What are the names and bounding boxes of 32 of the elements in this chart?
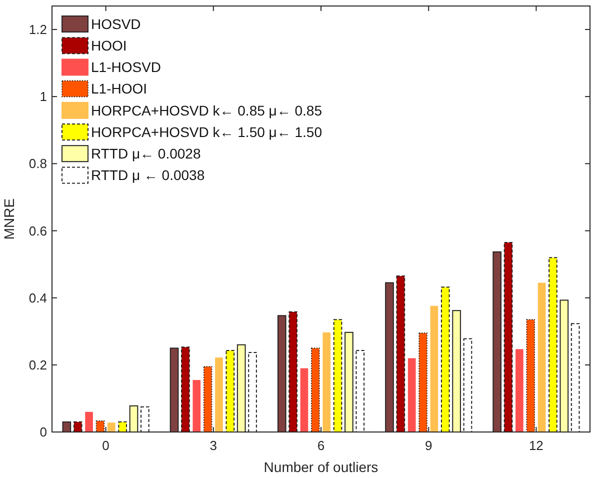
- bar: [408, 358, 416, 432]
- y-tick-label: 0.6: [28, 223, 47, 238]
- legend-label: RTTD μ← 0.0028: [91, 146, 201, 162]
- bar: [215, 358, 223, 432]
- y-tick-label: 1: [40, 89, 47, 104]
- bar: [192, 380, 201, 432]
- y-axis-title: MNRE: [1, 198, 17, 240]
- y-tick-label: 0.8: [28, 156, 47, 172]
- bar: [516, 349, 524, 432]
- legend-label: L1-HOSVD: [91, 59, 162, 76]
- legend-label: HORPCA+HOSVD k← 0.85 μ← 0.85: [91, 102, 322, 118]
- x-tick-label: 9: [424, 438, 432, 453]
- bar: [107, 422, 116, 432]
- bar: [322, 332, 330, 432]
- legend-label: HOOI: [91, 38, 127, 54]
- x-axis-title: Number of outliers: [264, 459, 378, 475]
- x-tick-label: 6: [317, 438, 325, 453]
- bar: [538, 282, 546, 432]
- bar: [300, 368, 308, 432]
- legend-label: HORPCA+HOSVD k← 1.50 μ← 1.50: [91, 124, 322, 140]
- x-tick-label: 3: [210, 438, 218, 453]
- x-tick-label: 0: [102, 438, 110, 453]
- y-tick-label: 0: [40, 424, 47, 440]
- y-tick-label: 1.2: [28, 22, 47, 38]
- legend-label: HOSVD: [91, 16, 141, 32]
- legend-label: L1-HOOI: [91, 80, 148, 97]
- bar: [85, 412, 93, 432]
- x-tick-label: 12: [528, 438, 544, 453]
- y-tick-label: 0.2: [28, 357, 47, 372]
- bar: [430, 306, 438, 432]
- legend-label: RTTD μ ← 0.0038: [91, 167, 205, 184]
- y-tick-label: 0.4: [28, 290, 47, 306]
